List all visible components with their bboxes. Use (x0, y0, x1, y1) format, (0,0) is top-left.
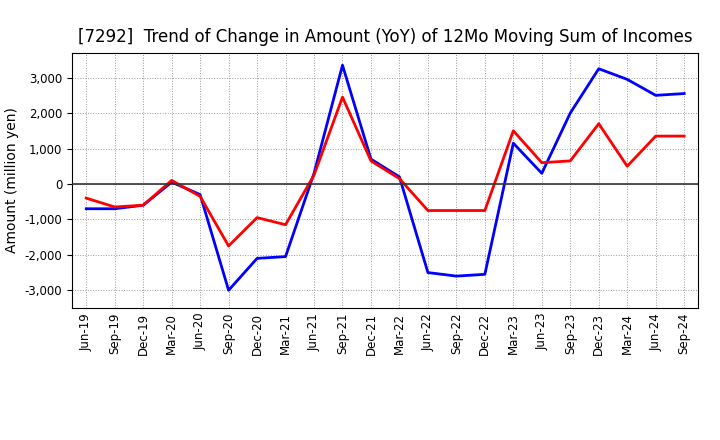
Net Income (537, 160, 546, 165)
Net Income (110, 204, 119, 209)
Ordinary Income (167, 180, 176, 185)
Ordinary Income (423, 270, 432, 275)
Net Income (310, 172, 318, 178)
Ordinary Income (225, 288, 233, 293)
Ordinary Income (652, 93, 660, 98)
Net Income (82, 195, 91, 201)
Ordinary Income (395, 174, 404, 180)
Net Income (253, 215, 261, 220)
Net Income (196, 194, 204, 199)
Line: Ordinary Income: Ordinary Income (86, 65, 684, 290)
Ordinary Income (196, 192, 204, 197)
Net Income (452, 208, 461, 213)
Ordinary Income (680, 91, 688, 96)
Ordinary Income (139, 202, 148, 208)
Ordinary Income (509, 140, 518, 146)
Net Income (509, 128, 518, 133)
Net Income (366, 158, 375, 164)
Ordinary Income (282, 254, 290, 259)
Ordinary Income (595, 66, 603, 71)
Y-axis label: Amount (million yen): Amount (million yen) (5, 107, 19, 253)
Net Income (566, 158, 575, 164)
Net Income (282, 222, 290, 227)
Ordinary Income (366, 157, 375, 162)
Net Income (652, 133, 660, 139)
Net Income (167, 178, 176, 183)
Line: Net Income: Net Income (86, 97, 684, 246)
Ordinary Income (623, 77, 631, 82)
Net Income (225, 243, 233, 249)
Net Income (623, 164, 631, 169)
Net Income (139, 202, 148, 208)
Ordinary Income (452, 274, 461, 279)
Net Income (680, 133, 688, 139)
Ordinary Income (82, 206, 91, 211)
Ordinary Income (253, 256, 261, 261)
Ordinary Income (537, 171, 546, 176)
Ordinary Income (310, 171, 318, 176)
Ordinary Income (110, 206, 119, 211)
Net Income (480, 208, 489, 213)
Ordinary Income (338, 62, 347, 68)
Net Income (338, 95, 347, 100)
Title: [7292]  Trend of Change in Amount (YoY) of 12Mo Moving Sum of Incomes: [7292] Trend of Change in Amount (YoY) o… (78, 28, 693, 46)
Net Income (595, 121, 603, 126)
Ordinary Income (566, 110, 575, 116)
Ordinary Income (480, 271, 489, 277)
Net Income (423, 208, 432, 213)
Net Income (395, 176, 404, 181)
